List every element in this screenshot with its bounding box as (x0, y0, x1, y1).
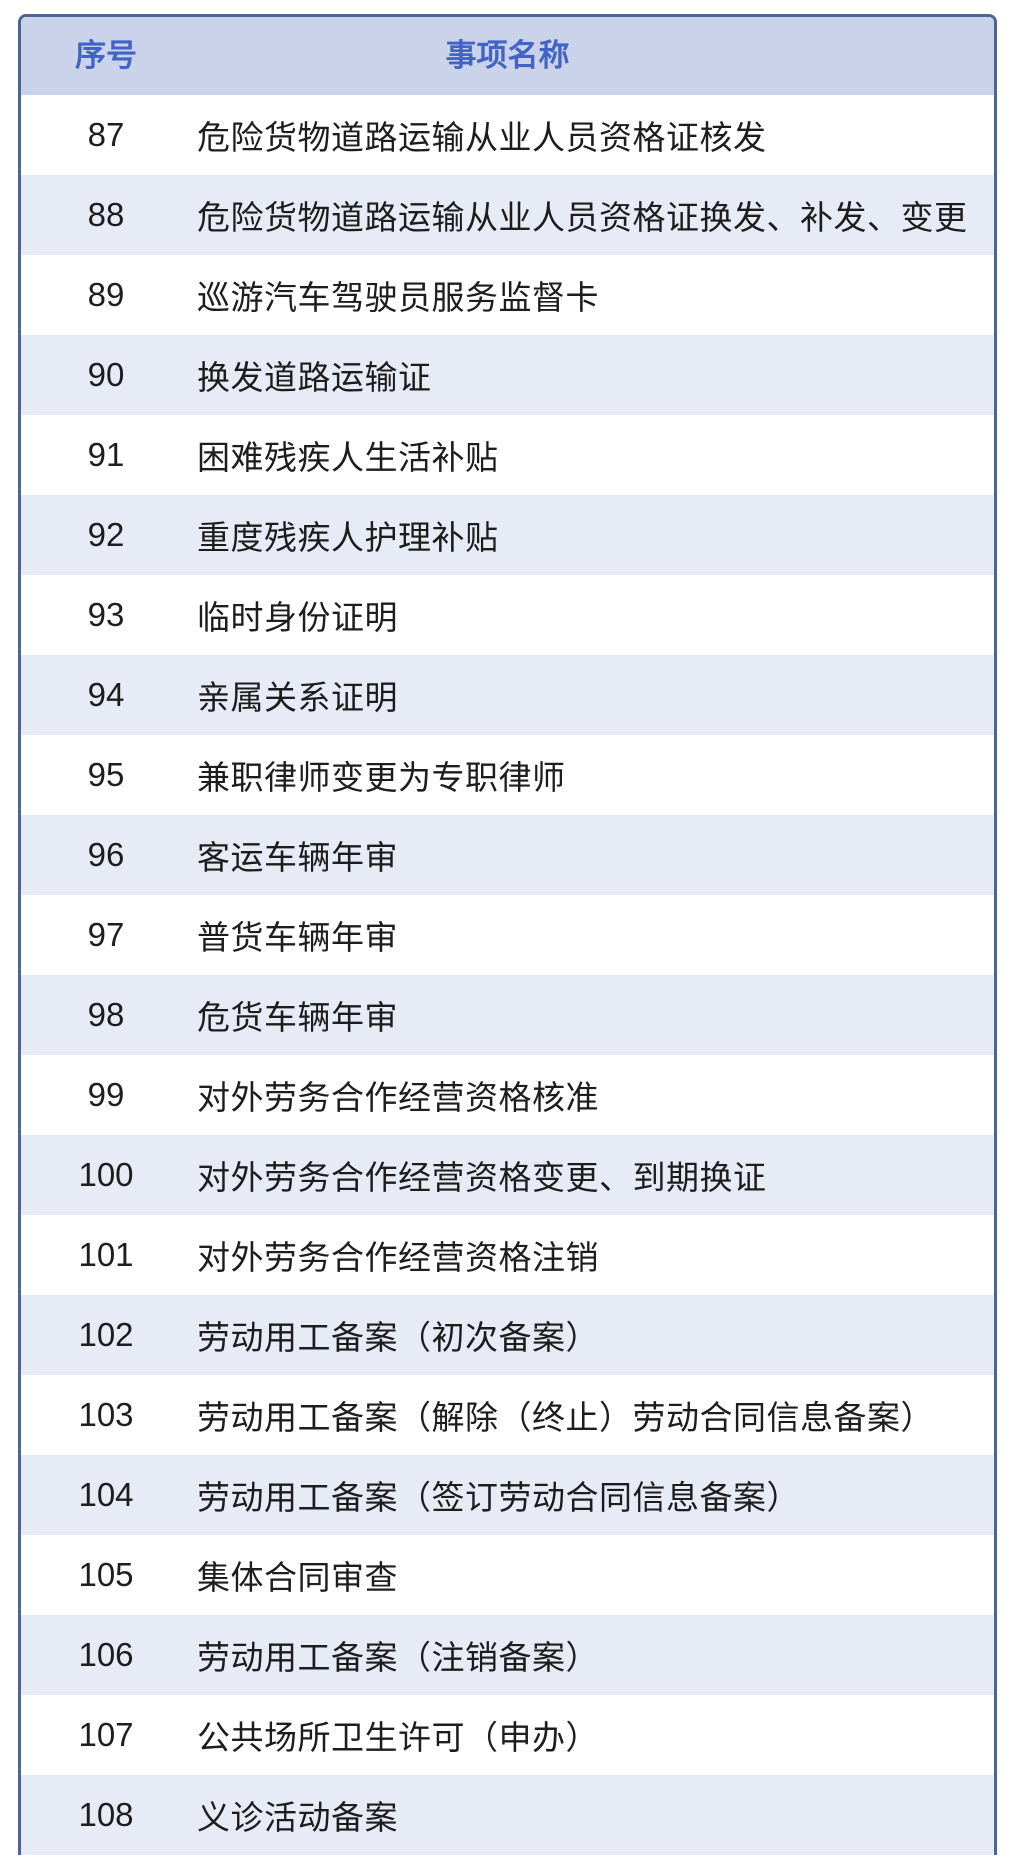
table-row: 101 对外劳务合作经营资格注销 (21, 1215, 994, 1295)
row-seq-number: 104 (78, 1476, 134, 1513)
table-row: 93 临时身份证明 (21, 575, 994, 655)
row-seq-number: 101 (78, 1236, 134, 1273)
row-item-name: 危险货物道路运输从业人员资格证核发 (197, 119, 767, 156)
row-item-name: 公共场所卫生许可（申办） (197, 1719, 599, 1756)
table-row: 102 劳动用工备案（初次备案） (21, 1295, 994, 1375)
row-item-name: 普货车辆年审 (197, 919, 398, 956)
row-item-name: 对外劳务合作经营资格注销 (197, 1239, 599, 1276)
table-row: 99 对外劳务合作经营资格核准 (21, 1055, 994, 1135)
table-row: 92 重度残疾人护理补贴 (21, 495, 994, 575)
row-seq-number: 103 (78, 1396, 134, 1433)
row-item-name: 换发道路运输证 (197, 359, 432, 396)
row-item-name: 临时身份证明 (197, 599, 398, 636)
row-seq-number: 102 (78, 1316, 134, 1353)
table-row: 97 普货车辆年审 (21, 895, 994, 975)
row-seq-number: 94 (87, 676, 125, 713)
table-body: 87 危险货物道路运输从业人员资格证核发 88 危险货物道路运输从业人员资格证换… (21, 95, 994, 1855)
row-seq-number: 91 (87, 436, 125, 473)
row-seq-number: 90 (87, 356, 125, 393)
table-header-row: 序号 事项名称 (21, 17, 994, 95)
row-item-name: 劳动用工备案（初次备案） (197, 1319, 599, 1356)
table-row: 89 巡游汽车驾驶员服务监督卡 (21, 255, 994, 335)
row-item-name: 集体合同审查 (197, 1559, 398, 1596)
row-item-name: 客运车辆年审 (197, 839, 398, 876)
table-row: 94 亲属关系证明 (21, 655, 994, 735)
row-seq-number: 105 (78, 1556, 134, 1593)
column-header-item-name: 事项名称 (445, 38, 570, 73)
table-row: 98 危货车辆年审 (21, 975, 994, 1055)
row-seq-number: 108 (78, 1796, 134, 1833)
row-item-name: 对外劳务合作经营资格核准 (197, 1079, 599, 1116)
row-seq-number: 97 (87, 916, 125, 953)
row-item-name: 义诊活动备案 (197, 1799, 398, 1836)
table-row: 106 劳动用工备案（注销备案） (21, 1615, 994, 1695)
row-item-name: 巡游汽车驾驶员服务监督卡 (197, 279, 599, 316)
table-row: 103 劳动用工备案（解除（终止）劳动合同信息备案） (21, 1375, 994, 1455)
table-row: 100 对外劳务合作经营资格变更、到期换证 (21, 1135, 994, 1215)
row-seq-number: 96 (87, 836, 125, 873)
row-seq-number: 87 (87, 116, 125, 153)
table-row: 90 换发道路运输证 (21, 335, 994, 415)
row-seq-number: 107 (78, 1716, 134, 1753)
row-seq-number: 93 (87, 596, 125, 633)
table-row: 105 集体合同审查 (21, 1535, 994, 1615)
column-header-seq: 序号 (75, 38, 137, 73)
table-row: 91 困难残疾人生活补贴 (21, 415, 994, 495)
table-row: 87 危险货物道路运输从业人员资格证核发 (21, 95, 994, 175)
row-item-name: 重度残疾人护理补贴 (197, 519, 499, 556)
row-item-name: 亲属关系证明 (197, 679, 398, 716)
row-item-name: 危货车辆年审 (197, 999, 398, 1036)
table-row: 108 义诊活动备案 (21, 1775, 994, 1855)
table-row: 107 公共场所卫生许可（申办） (21, 1695, 994, 1775)
table-row: 96 客运车辆年审 (21, 815, 994, 895)
row-item-name: 兼职律师变更为专职律师 (197, 759, 566, 796)
row-seq-number: 100 (78, 1156, 134, 1193)
row-item-name: 劳动用工备案（签订劳动合同信息备案） (197, 1479, 800, 1516)
row-item-name: 劳动用工备案（解除（终止）劳动合同信息备案） (197, 1399, 934, 1436)
row-seq-number: 92 (87, 516, 125, 553)
row-item-name: 困难残疾人生活补贴 (197, 439, 499, 476)
row-seq-number: 106 (78, 1636, 134, 1673)
row-item-name: 劳动用工备案（注销备案） (197, 1639, 599, 1676)
table-row: 95 兼职律师变更为专职律师 (21, 735, 994, 815)
row-seq-number: 98 (87, 996, 125, 1033)
row-seq-number: 99 (87, 1076, 125, 1113)
row-seq-number: 89 (87, 276, 125, 313)
row-item-name: 危险货物道路运输从业人员资格证换发、补发、变更 (197, 199, 968, 236)
row-item-name: 对外劳务合作经营资格变更、到期换证 (197, 1159, 767, 1196)
table-row: 88 危险货物道路运输从业人员资格证换发、补发、变更 (21, 175, 994, 255)
row-seq-number: 95 (87, 756, 125, 793)
row-seq-number: 88 (87, 196, 125, 233)
service-items-table: 序号 事项名称 87 危险货物道路运输从业人员资格证核发 88 危险货物道路运输… (18, 14, 997, 1855)
table-row: 104 劳动用工备案（签订劳动合同信息备案） (21, 1455, 994, 1535)
